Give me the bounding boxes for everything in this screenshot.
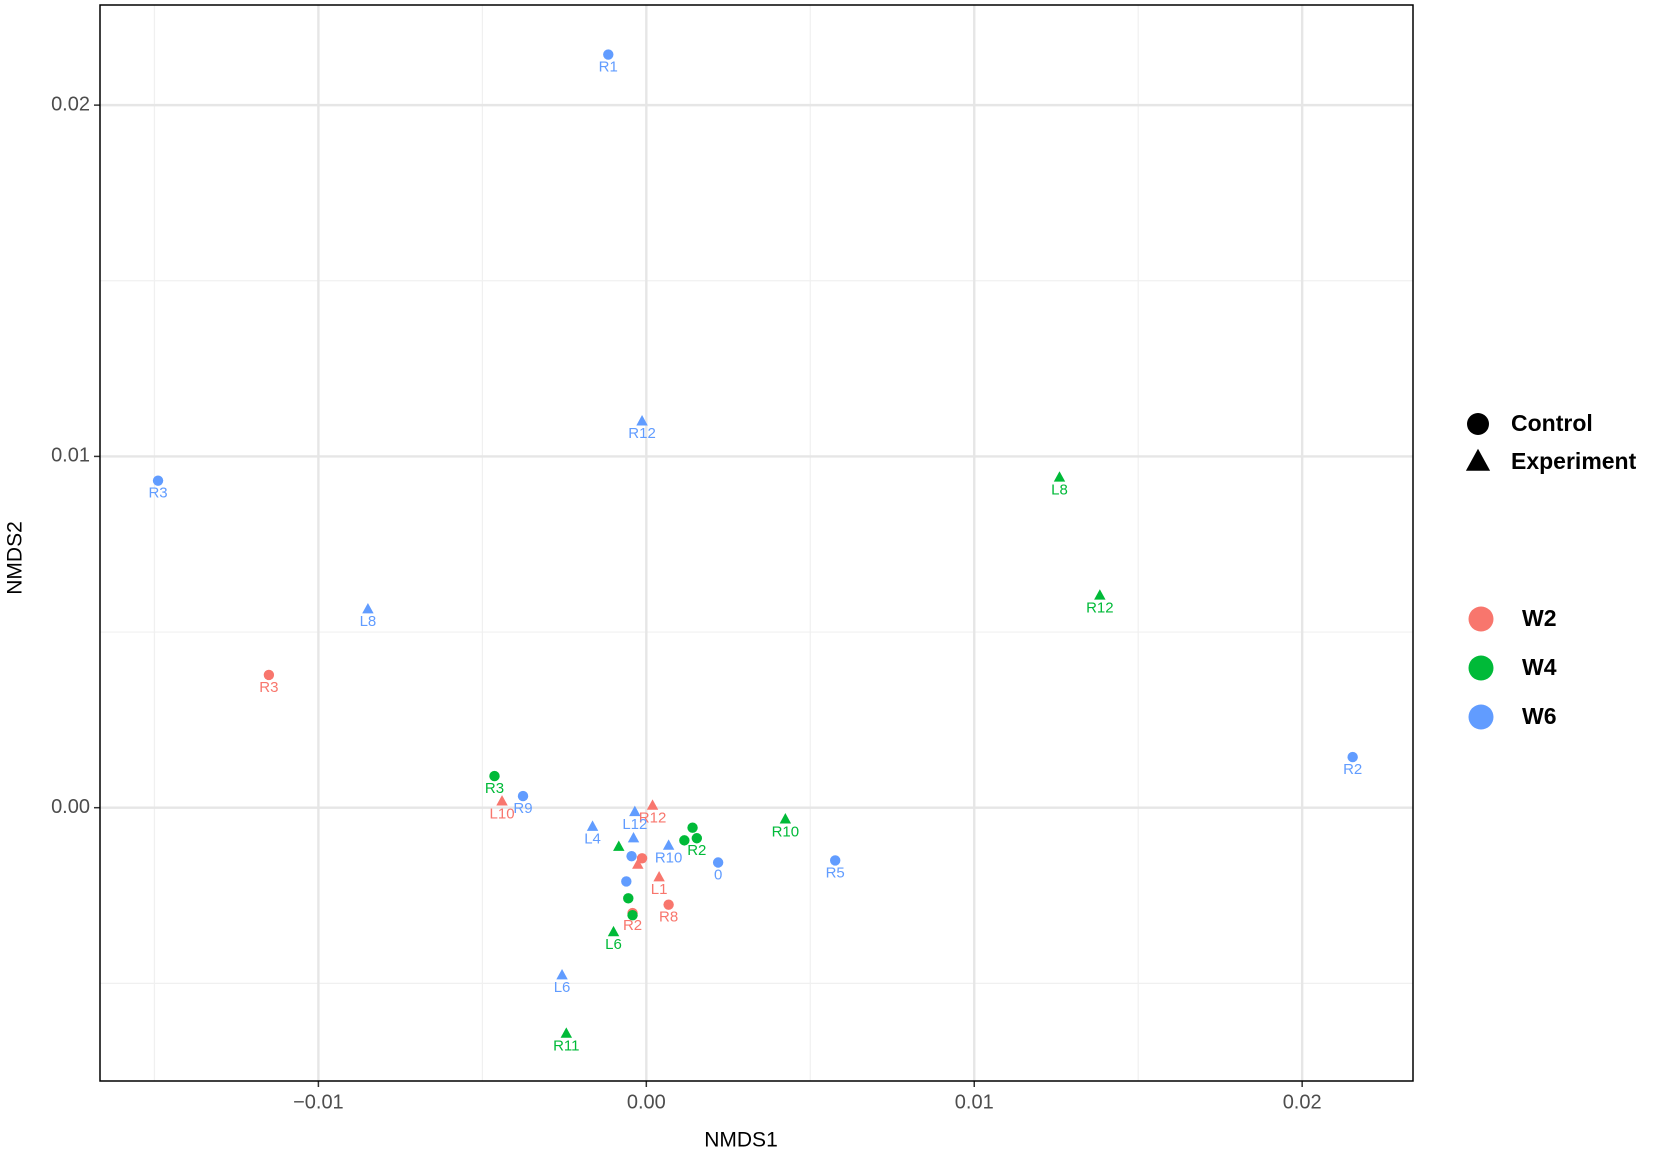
triangle-point bbox=[627, 832, 640, 843]
legend-key bbox=[1465, 448, 1491, 471]
y-tick-label: 0.00 bbox=[51, 796, 90, 818]
circle-point bbox=[636, 853, 648, 864]
x-tick-label: −0.01 bbox=[293, 1091, 344, 1113]
point-label: R12 bbox=[1086, 599, 1114, 616]
point-label: L8 bbox=[1051, 481, 1068, 498]
circle-point bbox=[517, 790, 529, 802]
circle-point bbox=[679, 835, 690, 846]
point-label: R5 bbox=[826, 864, 845, 881]
triangle-point bbox=[653, 871, 665, 882]
point-label: R1 bbox=[599, 59, 618, 76]
triangle-point bbox=[1094, 589, 1106, 600]
legend-label: Experiment bbox=[1511, 448, 1637, 474]
point-label: R2 bbox=[623, 917, 642, 934]
point-label: 0 bbox=[714, 866, 722, 883]
panel bbox=[100, 5, 1413, 1081]
circle-point bbox=[691, 833, 703, 844]
triangle-point bbox=[662, 839, 675, 850]
x-tick-label: 0.02 bbox=[1283, 1091, 1322, 1113]
triangle-point bbox=[632, 858, 644, 869]
panel-border bbox=[99, 4, 1414, 1082]
legend-label: W6 bbox=[1522, 703, 1557, 729]
point-label: R8 bbox=[659, 909, 678, 926]
circle-point bbox=[830, 855, 841, 866]
circle-point bbox=[627, 909, 638, 921]
triangle-point bbox=[613, 840, 625, 851]
triangle-point bbox=[629, 805, 641, 817]
y-tick-label: 0.02 bbox=[51, 93, 90, 115]
point-label: R9 bbox=[513, 800, 532, 817]
legend-key bbox=[1468, 655, 1494, 681]
point-label: R3 bbox=[485, 780, 504, 797]
triangle-point bbox=[362, 602, 374, 614]
legend-key bbox=[1468, 704, 1494, 730]
circle-point bbox=[712, 857, 724, 868]
triangle-point bbox=[586, 820, 599, 831]
circle-point bbox=[623, 893, 634, 904]
circle-point bbox=[663, 899, 674, 910]
point-label: L12 bbox=[622, 816, 647, 833]
triangle-point bbox=[1053, 471, 1066, 482]
triangle-point bbox=[560, 1027, 573, 1038]
y-tick-label: 0.01 bbox=[51, 445, 90, 467]
legend-label: W2 bbox=[1522, 605, 1557, 631]
circle-point bbox=[489, 770, 500, 782]
legend-key bbox=[1467, 413, 1489, 435]
point-label: L1 bbox=[651, 881, 668, 898]
circle-point bbox=[263, 669, 275, 681]
x-axis-title: NMDS1 bbox=[704, 1129, 778, 1152]
point-label: R12 bbox=[628, 425, 656, 442]
legend-label: W4 bbox=[1522, 654, 1557, 680]
point-label: L10 bbox=[490, 805, 515, 822]
point-label: R2 bbox=[1343, 761, 1362, 778]
point-label: R10 bbox=[772, 823, 800, 840]
circle-point bbox=[152, 475, 164, 486]
triangle-point bbox=[496, 795, 508, 806]
triangle-point bbox=[556, 969, 568, 980]
circle-point bbox=[687, 822, 698, 833]
point-label: L4 bbox=[584, 831, 601, 848]
point-label: R10 bbox=[655, 850, 683, 867]
x-tick-label: 0.00 bbox=[627, 1091, 666, 1113]
point-label: R3 bbox=[259, 679, 278, 696]
point-label: L8 bbox=[360, 613, 377, 630]
x-tick-label: 0.01 bbox=[955, 1091, 994, 1113]
circle-point bbox=[626, 850, 637, 862]
circle-point bbox=[621, 876, 632, 887]
triangle-point bbox=[607, 925, 620, 937]
circle-point bbox=[603, 49, 614, 60]
legend-label: Control bbox=[1511, 410, 1593, 436]
point-label: R11 bbox=[553, 1038, 579, 1055]
legend-key bbox=[1468, 606, 1494, 632]
point-label: R2 bbox=[687, 842, 706, 859]
point-label: L6 bbox=[605, 936, 622, 953]
triangle-point bbox=[646, 799, 659, 810]
triangle-point bbox=[636, 415, 648, 426]
point-label: R3 bbox=[148, 485, 167, 502]
circle-point bbox=[1347, 751, 1358, 763]
point-label: L6 bbox=[554, 979, 571, 996]
y-axis-title: NMDS2 bbox=[4, 521, 27, 595]
point-label: R12 bbox=[639, 810, 667, 827]
triangle-point bbox=[779, 813, 792, 824]
